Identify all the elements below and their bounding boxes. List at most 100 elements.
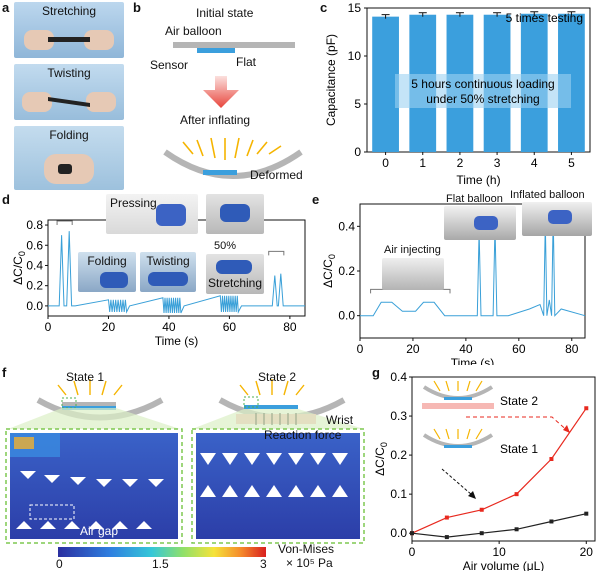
glove (220, 204, 250, 222)
data-point (479, 531, 484, 536)
x-tick-label: 4 (531, 156, 538, 170)
inset-caption-inflated-balloon: Inflated balloon (510, 189, 585, 201)
fea-state1 (10, 433, 178, 539)
data-point (549, 519, 554, 524)
inset-stretching: Stretching (206, 254, 264, 294)
y-tick-label: 0.2 (390, 448, 407, 462)
y-tick-label: 0.0 (390, 526, 407, 540)
x-tick-label: 0 (357, 342, 364, 356)
sensor-strip (58, 164, 72, 174)
panel-label-b: b (133, 0, 141, 15)
pressure-arrow (466, 380, 471, 392)
x-tick-label: 20 (102, 320, 116, 334)
x-tick-label: 10 (492, 545, 506, 559)
panel-label-c: c (320, 0, 328, 15)
inset-folding: Folding (78, 252, 136, 292)
fea-state2 (196, 433, 360, 539)
signal-line (48, 231, 305, 314)
deformed-label: Deformed (250, 168, 303, 182)
pressure-arrow (466, 428, 471, 440)
y-tick-label: 0.6 (26, 238, 43, 252)
y-tick-label: 0.4 (26, 258, 43, 272)
pressure-arrow (433, 428, 441, 440)
zoom-cone-1 (8, 408, 180, 429)
y-tick-label: 5 (354, 97, 361, 111)
colorbar-unit: × 10⁵ Pa (286, 556, 333, 570)
colorbar-tick-0: 0 (56, 557, 63, 571)
x-tick-label: 20 (580, 545, 594, 559)
inset-caption-twisting: Twisting (146, 254, 190, 268)
data-point (444, 535, 449, 540)
after-inflating-label: After inflating (180, 113, 251, 127)
zoom-frame-2 (191, 428, 365, 544)
colorbar (58, 547, 266, 557)
legend-state2-label: State 2 (500, 394, 538, 408)
y-tick-label: 0.0 (338, 309, 355, 323)
legend-arrow-state1 (441, 468, 473, 496)
y-tick-label: 0 (354, 145, 361, 159)
x-tick-label: 0 (409, 545, 416, 559)
y-axis-label: ΔC/C0 (11, 251, 27, 285)
bracket (268, 250, 285, 256)
plot-frame (366, 7, 591, 153)
x-tick-label: 3 (494, 156, 501, 170)
pressure-arrow (445, 428, 450, 440)
inset-flat-balloon (444, 206, 516, 240)
inset-caption-flat-balloon: Flat balloon (446, 193, 503, 205)
hand-right (84, 30, 114, 50)
panel-label-d: d (2, 192, 10, 207)
x-tick-label: 40 (162, 320, 176, 334)
inset-caption-stretching: Stretching (207, 276, 263, 290)
legend-state1-sensor (444, 445, 472, 448)
x-axis-label: Air volume (μL) (463, 559, 545, 571)
inset-caption-air-injecting: Air injecting (384, 244, 441, 256)
y-tick-label: 0.8 (26, 218, 43, 232)
data-point (444, 515, 449, 520)
plot-frame (411, 376, 596, 542)
glove (474, 216, 498, 230)
x-tick-label: 60 (223, 320, 237, 334)
x-tick-label: 0 (382, 156, 389, 170)
inset-caption-50: 50% (214, 240, 237, 252)
x-axis-label: Time (s) (451, 356, 495, 365)
zoom-frame-1 (5, 428, 183, 544)
panel-label-a: a (2, 0, 10, 15)
sensor-deformed (203, 170, 237, 175)
x-tick-label: 20 (406, 342, 420, 356)
pressure-arrow (475, 428, 483, 440)
y-tick-label: 0.4 (390, 370, 407, 384)
data-point (514, 527, 519, 532)
legend-state1-label: State 1 (500, 442, 538, 456)
photo-folding: Folding (14, 126, 124, 190)
glove (216, 260, 252, 274)
y-tick-label: 15 (348, 1, 362, 15)
zoom-cone-2 (192, 409, 364, 429)
x-tick-label: 1 (419, 156, 426, 170)
bracket (56, 220, 73, 226)
series-line-2 (411, 513, 587, 538)
x-tick-label: 80 (565, 342, 579, 356)
air-balloon-flat (173, 42, 295, 48)
y-tick-label: 0.1 (390, 487, 407, 501)
reaction-force-label: Reaction force (264, 428, 342, 442)
panel-b-schematic (163, 42, 303, 179)
sensor-strip (48, 37, 90, 42)
inset-stretch-top (206, 194, 264, 234)
chart-g: 0 10 20 0.0 0.1 0.2 0.3 0.4 State 2 State 1 Air vo… (373, 370, 596, 571)
down-arrow (203, 76, 239, 108)
data-point (410, 531, 414, 536)
signal-line (360, 215, 586, 317)
pressure-arrow (433, 380, 441, 392)
panel-label-e: e (312, 192, 320, 207)
air-balloon-label: Air balloon (165, 24, 222, 38)
data-point (584, 406, 589, 411)
y-tick-label: 0.3 (390, 409, 407, 423)
x-tick-label: 2 (457, 156, 464, 170)
photo-twisting: Twisting (14, 64, 124, 120)
inset-inflated-balloon (522, 202, 592, 236)
series-line-1 (411, 407, 587, 534)
x-tick-label: 80 (283, 320, 297, 334)
annotation-bg (395, 74, 571, 108)
state1-label: State 1 (66, 370, 105, 384)
x-axis-label: Time (h) (456, 173, 500, 187)
